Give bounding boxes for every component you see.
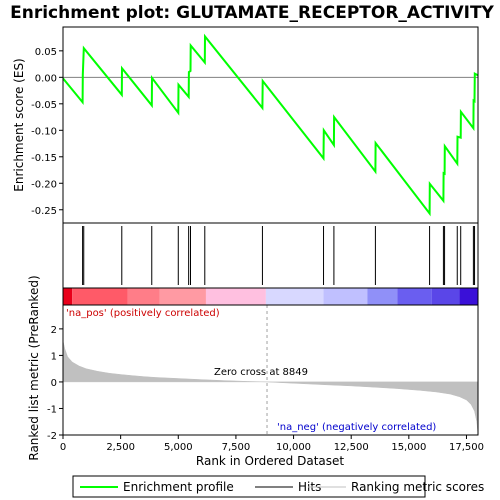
colorbar-segment [397,288,432,305]
es-tick-label: -0.25 [31,206,57,217]
rank-tick-label: 17,500 [449,442,484,453]
enrichment-score-panel: -0.25 -0.20 -0.15 -0.10 -0.05 0.00 0.05 [31,26,479,224]
metric-tick-label: 0 [51,378,57,389]
rank-tick-label: 10,000 [276,442,311,453]
colorbar-segment [127,288,160,305]
rank-tick-label: 12,500 [334,442,369,453]
zero-cross-label: Zero cross at 8849 [214,367,308,378]
metric-axis-label: Ranked list metric (PreRanked) [27,275,41,460]
metric-frame [62,304,479,436]
es-axis-label: Enrichment score (ES) [12,58,26,191]
colorbar-segment [431,288,460,305]
chart-legend: Enrichment profile Hits Ranking metric sco… [72,475,484,498]
es-tick-label: 0.00 [35,73,57,84]
metric-plot-area [63,305,478,435]
es-tick-label: -0.05 [31,100,57,111]
es-plot-area [63,27,478,223]
colorbar-segment [459,288,478,305]
colorbar-segment [323,288,368,305]
legend-label: Ranking metric scores [351,480,484,494]
hits-frame [62,222,479,289]
colorbar-segment [367,288,398,305]
metric-tick-label: -2 [47,431,57,442]
legend-label: Enrichment profile [123,480,234,494]
metric-tick-label: 2 [51,325,57,336]
positive-correlation-label: 'na_pos' (positively correlated) [66,308,220,319]
legend-box [72,475,426,498]
rank-axis-label: Rank in Ordered Dataset [196,454,344,468]
rank-tick-label: 15,000 [391,442,426,453]
colorbar-segment [159,288,206,305]
es-tick-label: 0.05 [35,47,57,58]
enrichment-profile-line [62,33,479,217]
rank-tick-label: 2,500 [106,442,135,453]
rank-tick-label: 7,500 [222,442,251,453]
es-tick-label: -0.20 [31,179,57,190]
rank-tick-label: 5,000 [164,442,193,453]
metric-tick-label: -1 [47,404,57,415]
colorbar-segment [63,288,73,305]
negative-correlation-label: 'na_neg' (negatively correlated) [277,422,436,433]
hits-panel [62,222,479,289]
colorbar-segment [72,288,128,305]
es-tick-label: -0.10 [31,126,57,137]
chart-title: Enrichment plot: GLUTAMATE_RECEPTOR_ACTI… [10,3,494,23]
metric-tick-label: 1 [51,351,57,362]
ranked-metric-panel: -2 -1 0 1 2 0 2,500 5,000 7,500 10,000 12,500 15,00… [47,304,484,453]
es-tick-label: -0.15 [31,153,57,164]
rank-colorbar [62,287,479,306]
colorbar-segment [265,288,324,305]
colorbar-segment [205,288,266,305]
ranking-metric-area [62,340,479,433]
rank-tick-label: 0 [60,442,66,453]
